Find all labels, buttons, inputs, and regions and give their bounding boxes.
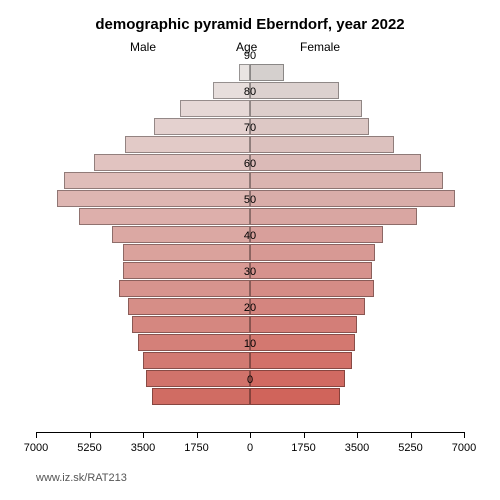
bar-male — [64, 172, 250, 189]
x-tick — [250, 432, 251, 438]
bar-male — [123, 262, 250, 279]
age-tick-label: 40 — [235, 230, 265, 242]
x-tick-label: 1750 — [184, 442, 208, 454]
bar-male — [79, 208, 250, 225]
bar-female — [250, 334, 355, 351]
age-tick-label: 70 — [235, 122, 265, 134]
bar-female — [250, 316, 357, 333]
bar-male — [239, 64, 250, 81]
bar-male — [138, 334, 250, 351]
age-tick-label: 10 — [235, 338, 265, 350]
bar-male — [94, 154, 250, 171]
age-tick-label: 20 — [235, 302, 265, 314]
bar-female — [250, 118, 369, 135]
bar-female — [250, 262, 372, 279]
x-tick — [304, 432, 305, 438]
bar-row — [36, 352, 464, 370]
bar-row — [36, 100, 464, 118]
bar-female — [250, 190, 455, 207]
bar-male — [112, 226, 250, 243]
bar-female — [250, 136, 394, 153]
bar-row — [36, 136, 464, 154]
bar-female — [250, 226, 383, 243]
bar-female — [250, 352, 352, 369]
x-tick-label: 0 — [247, 442, 253, 454]
bar-female — [250, 100, 362, 117]
female-label: Female — [300, 40, 340, 54]
bar-male — [57, 190, 250, 207]
x-tick-label: 7000 — [24, 442, 48, 454]
bar-row — [36, 388, 464, 406]
x-tick — [197, 432, 198, 438]
male-label: Male — [130, 40, 156, 54]
bar-row — [36, 208, 464, 226]
bar-male — [152, 388, 250, 405]
bar-row — [36, 172, 464, 190]
x-tick-label: 5250 — [77, 442, 101, 454]
age-tick-label: 30 — [235, 266, 265, 278]
bar-female — [250, 154, 421, 171]
age-tick-label: 80 — [235, 86, 265, 98]
bar-row — [36, 64, 464, 82]
bar-male — [143, 352, 250, 369]
age-tick-label: 90 — [235, 50, 265, 62]
x-tick-label: 7000 — [452, 442, 476, 454]
bar-female — [250, 298, 365, 315]
bar-male — [125, 136, 250, 153]
x-tick — [90, 432, 91, 438]
bar-male — [132, 316, 250, 333]
plot-area: 9080706050403020100 — [36, 56, 464, 432]
bar-female — [250, 244, 375, 261]
bar-row — [36, 244, 464, 262]
x-tick-label: 3500 — [345, 442, 369, 454]
x-tick — [357, 432, 358, 438]
bar-row — [36, 280, 464, 298]
x-tick-label: 5250 — [398, 442, 422, 454]
bar-row — [36, 316, 464, 334]
bar-male — [128, 298, 250, 315]
bar-female — [250, 208, 417, 225]
x-tick — [36, 432, 37, 438]
bar-male — [180, 100, 250, 117]
pyramid-chart: demographic pyramid Eberndorf, year 2022… — [0, 0, 500, 500]
bar-male — [123, 244, 250, 261]
x-tick-label: 1750 — [291, 442, 315, 454]
x-tick-label: 3500 — [131, 442, 155, 454]
age-tick-label: 0 — [235, 374, 265, 386]
x-tick — [411, 432, 412, 438]
source-text: www.iz.sk/RAT213 — [36, 472, 127, 484]
age-tick-label: 60 — [235, 158, 265, 170]
x-tick — [143, 432, 144, 438]
bar-female — [250, 280, 374, 297]
bar-male — [119, 280, 250, 297]
x-tick — [464, 432, 465, 438]
bar-female — [250, 64, 284, 81]
bar-female — [250, 172, 443, 189]
age-tick-label: 50 — [235, 194, 265, 206]
bar-female — [250, 388, 340, 405]
chart-title: demographic pyramid Eberndorf, year 2022 — [0, 16, 500, 33]
